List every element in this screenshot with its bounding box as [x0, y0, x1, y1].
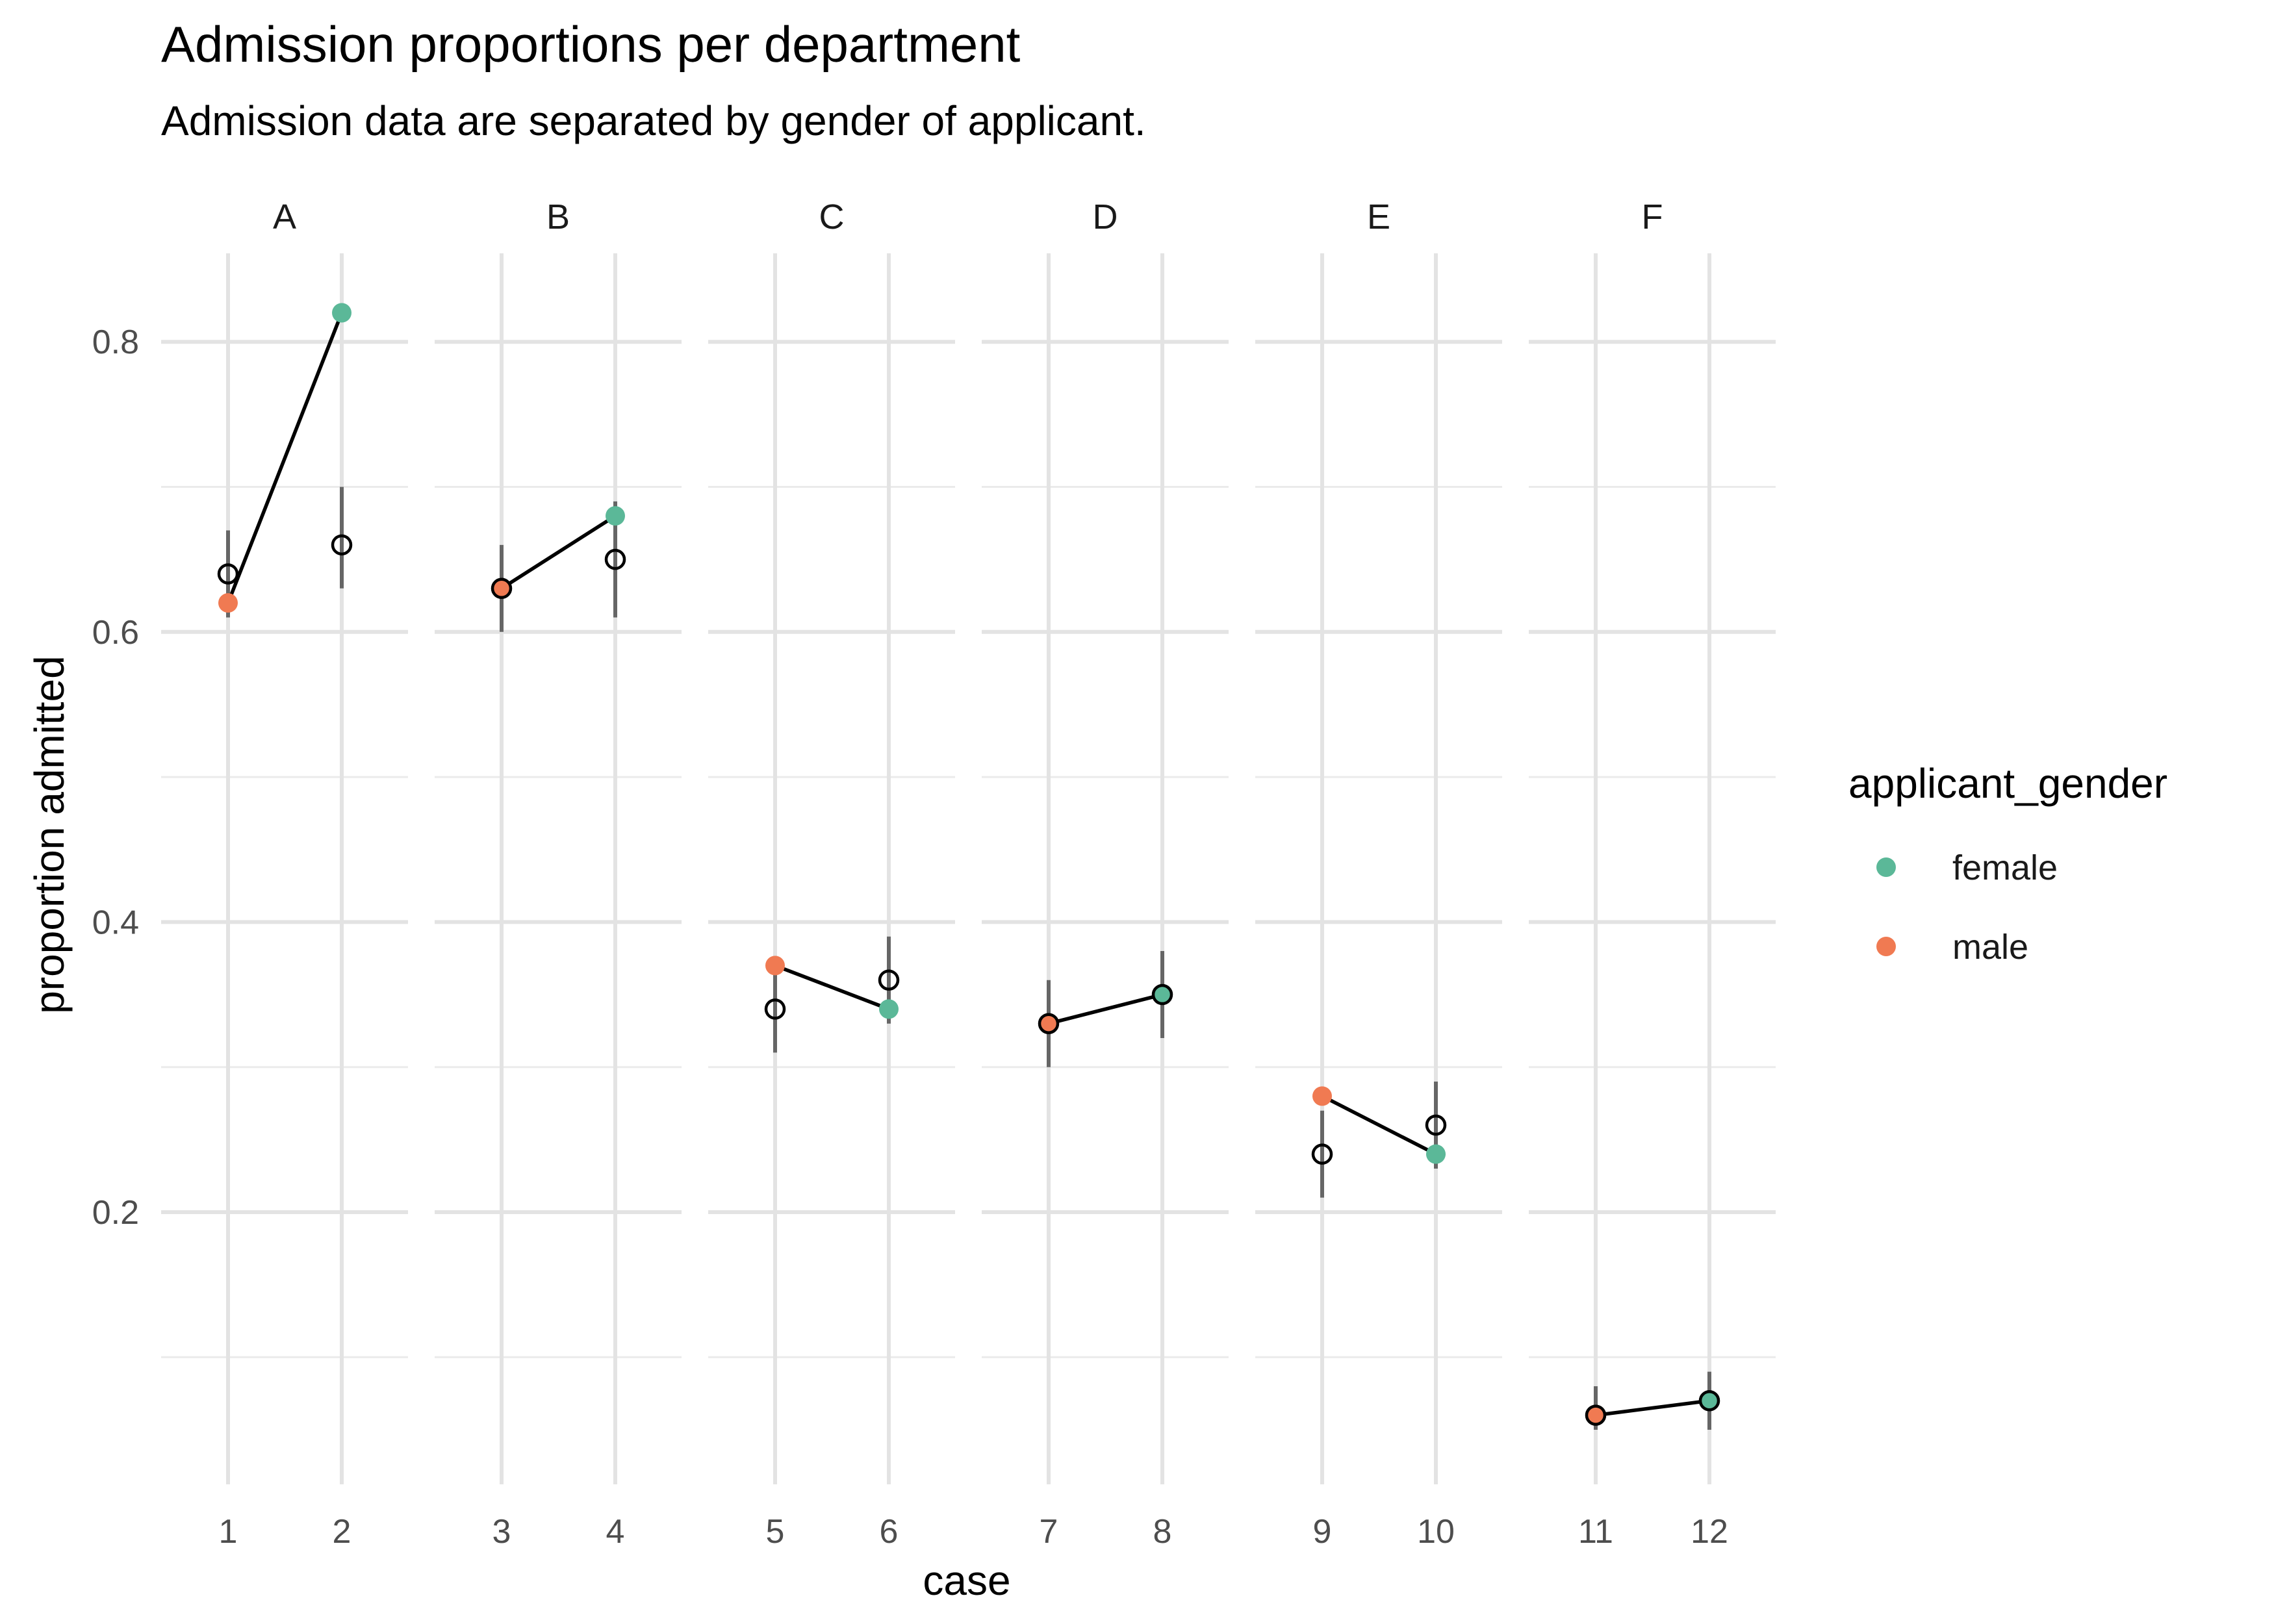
predicted-point	[491, 577, 513, 600]
predicted-point	[1038, 1013, 1060, 1034]
x-tick-label: 6	[880, 1513, 899, 1551]
marks-layer	[217, 303, 1720, 1430]
legend-title: applicant_gender	[1848, 760, 2167, 807]
observed-point-male	[218, 593, 238, 613]
x-tick-label: 2	[333, 1513, 351, 1551]
x-tick-label: 10	[1417, 1513, 1455, 1551]
chart-title: Admission proportions per department	[161, 16, 1021, 73]
facet-label-F: F	[1642, 197, 1663, 236]
chart-subtitle: Admission data are separated by gender o…	[161, 97, 1146, 144]
x-tick-label: 11	[1578, 1513, 1613, 1551]
x-tick-label: 3	[492, 1513, 511, 1551]
observed-line-F	[1595, 1399, 1710, 1417]
observed-line-A	[226, 312, 344, 604]
facet-label-A: A	[273, 197, 296, 236]
observed-point-male	[765, 956, 785, 976]
observed-line-C	[774, 963, 889, 1011]
observed-point-female	[1153, 985, 1172, 1005]
predicted-point	[217, 563, 239, 585]
facet-label-B: B	[546, 197, 570, 236]
legend-key-male	[1876, 937, 1896, 956]
facet-label-E: E	[1367, 197, 1390, 236]
grid-layer	[161, 253, 1776, 1484]
x-axis-title: case	[923, 1557, 1010, 1604]
legend-key-female	[1876, 857, 1896, 877]
x-tick-label: 7	[1040, 1513, 1058, 1551]
predicted-point	[1698, 1390, 1720, 1412]
observed-point-female	[1426, 1144, 1446, 1164]
predicted-point	[1425, 1114, 1447, 1136]
predicted-point	[604, 548, 626, 570]
x-tick-label: 1	[219, 1513, 238, 1551]
predicted-point	[764, 998, 786, 1020]
x-tick-label: 5	[766, 1513, 785, 1551]
observed-point-female	[1700, 1391, 1719, 1411]
facet-label-D: D	[1093, 197, 1118, 236]
observed-point-male	[492, 578, 511, 598]
observed-point-female	[332, 303, 351, 323]
predicted-point	[1585, 1404, 1607, 1426]
legend-label-male: male	[1952, 928, 2028, 967]
y-tick-label: 0.6	[92, 614, 139, 652]
observed-point-male	[1312, 1086, 1332, 1106]
y-axis-title: proportion admitted	[26, 655, 73, 1013]
x-tick-label: 9	[1313, 1513, 1332, 1551]
observed-line-D	[1048, 993, 1163, 1026]
observed-point-female	[606, 506, 625, 526]
predicted-point	[331, 534, 353, 556]
observed-point-male	[1586, 1405, 1605, 1425]
facet-label-C: C	[819, 197, 845, 236]
predicted-point	[1311, 1143, 1333, 1165]
x-tick-label: 12	[1691, 1513, 1728, 1551]
observed-point-female	[879, 999, 899, 1019]
predicted-point	[1151, 983, 1173, 1006]
legend-label-female: female	[1952, 848, 2058, 887]
y-tick-label: 0.2	[92, 1194, 139, 1232]
y-tick-label: 0.4	[92, 904, 139, 941]
observed-line-E	[1321, 1094, 1437, 1156]
legend: applicant_gender female male	[1848, 760, 2167, 967]
y-tick-label: 0.8	[92, 324, 139, 361]
observed-line-B	[500, 514, 617, 590]
x-tick-label: 4	[606, 1513, 625, 1551]
predicted-point	[878, 969, 900, 991]
observed-point-male	[1039, 1013, 1058, 1034]
x-tick-label: 8	[1153, 1513, 1172, 1551]
